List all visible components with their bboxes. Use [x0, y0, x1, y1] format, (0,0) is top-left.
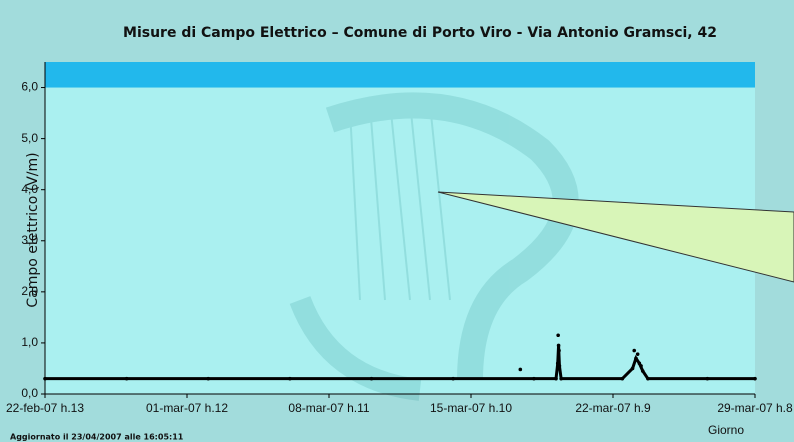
data-point [639, 364, 643, 368]
data-point [634, 356, 638, 360]
x-tick-label: 15-mar-07 h.10 [430, 401, 512, 415]
data-point [206, 377, 210, 381]
y-tick-label: 1,0 [21, 335, 38, 349]
y-tick-label: 2,0 [21, 284, 38, 298]
data-point [557, 344, 561, 348]
y-tick-label: 4,0 [21, 182, 38, 196]
y-tick-label: 3,0 [21, 233, 38, 247]
chart: Misure di Campo Elettrico – Comune di Po… [0, 0, 794, 442]
data-point [125, 377, 129, 381]
data-point [556, 333, 560, 337]
data-point [641, 369, 645, 373]
footnote: Aggiornato il 23/04/2007 alle 16:05:11 [10, 433, 184, 442]
chart-title: Misure di Campo Elettrico – Comune di Po… [123, 25, 717, 41]
data-point [370, 377, 374, 381]
data-point [43, 377, 47, 381]
y-tick-label: 5,0 [21, 131, 38, 145]
data-point [554, 377, 558, 381]
data-point [646, 377, 650, 381]
limit-band [45, 62, 755, 88]
data-point [706, 377, 710, 381]
data-point [636, 352, 640, 356]
data-point [557, 349, 561, 353]
data-point [632, 349, 636, 353]
x-tick-label: 08-mar-07 h.11 [288, 401, 369, 415]
x-tick-label: 22-mar-07 h.9 [575, 401, 651, 415]
x-tick-label: 29-mar-07 h.8 [717, 401, 793, 415]
y-tick-label: 0,0 [21, 386, 38, 400]
x-tick-label: 22-feb-07 h.13 [6, 401, 84, 415]
y-tick-label: 6,0 [21, 80, 38, 94]
data-point [519, 368, 523, 372]
data-point [631, 367, 635, 371]
data-point [288, 377, 292, 381]
data-point [558, 364, 562, 368]
x-tick-label: 01-mar-07 h.12 [146, 401, 228, 415]
data-point [559, 377, 563, 381]
data-point [532, 377, 536, 381]
data-point [753, 377, 757, 381]
x-axis-label: Giorno [708, 423, 744, 437]
data-point [451, 377, 455, 381]
data-point [621, 377, 625, 381]
